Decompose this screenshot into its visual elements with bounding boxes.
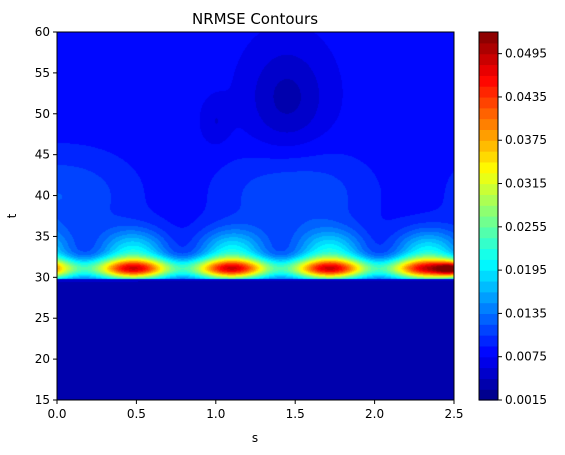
- colorbar-level: [479, 194, 498, 206]
- colorbar-tick-label: 0.0135: [505, 306, 547, 320]
- chart-title: NRMSE Contours: [192, 10, 318, 28]
- x-axis-ticks: 0.0 0.5 1.0 1.5 2.0 2.5: [47, 400, 464, 421]
- colorbar-level: [479, 151, 498, 163]
- colorbar-level: [479, 291, 498, 304]
- colorbar-frame: [478, 31, 499, 401]
- y-tick-label: 50: [35, 107, 50, 121]
- colorbar-tick-label: 0.0315: [505, 177, 547, 191]
- y-tick-label: 25: [35, 311, 50, 325]
- colorbar-tick-label: 0.0375: [505, 133, 547, 147]
- y-tick-label: 35: [35, 229, 50, 243]
- colorbar-ticks: 0.0015 0.0075 0.0135 0.0195 0.0255 0.0315 0.03…: [498, 47, 547, 407]
- y-tick-label: 30: [35, 270, 50, 284]
- colorbar-tick-label: 0.0435: [505, 90, 547, 104]
- colorbar-level: [479, 226, 498, 239]
- colorbar-tick-label: 0.0015: [505, 393, 547, 407]
- x-tick-label: 0.0: [47, 407, 66, 421]
- colorbar-level: [479, 86, 498, 98]
- plot-frame: [56, 31, 455, 401]
- colorbar-level: [479, 302, 498, 315]
- colorbar-tick-label: 0.0495: [505, 47, 547, 61]
- colorbar-level: [479, 129, 498, 141]
- colorbar-level: [479, 345, 498, 358]
- colorbar-level: [479, 280, 498, 293]
- colorbar-level: [479, 216, 498, 228]
- colorbar-level: [479, 96, 498, 109]
- colorbar-level: [479, 75, 498, 87]
- colorbar-level: [479, 42, 498, 55]
- y-tick-label: 45: [35, 148, 50, 162]
- colorbar-level: [479, 161, 498, 174]
- colorbar-level: [479, 335, 498, 347]
- x-axis-label: s: [252, 431, 258, 445]
- colorbar-level: [479, 53, 498, 66]
- x-tick-label: 2.5: [444, 407, 463, 421]
- colorbar-level: [479, 118, 498, 131]
- x-tick-label: 0.5: [127, 407, 146, 421]
- colorbar-level: [479, 107, 498, 120]
- colorbar-level: [479, 389, 498, 401]
- y-tick-label: 15: [35, 393, 50, 407]
- colorbar-level: [479, 248, 498, 260]
- colorbar-level: [479, 270, 498, 282]
- plot-area: [56, 31, 455, 401]
- colorbar-level: [479, 324, 498, 336]
- y-tick-label: 60: [35, 25, 50, 39]
- colorbar-level: [479, 378, 498, 390]
- colorbar-tick-label: 0.0075: [505, 350, 547, 364]
- colorbar-gradient: [479, 32, 498, 401]
- y-axis-label: t: [5, 213, 19, 218]
- colorbar-level: [479, 140, 498, 152]
- colorbar-level: [479, 32, 498, 44]
- colorbar-level: [479, 237, 498, 250]
- colorbar-level: [479, 356, 498, 369]
- colorbar-level: [479, 64, 498, 76]
- colorbar-level: [479, 172, 498, 185]
- x-tick-label: 2.0: [365, 407, 384, 421]
- colorbar: 0.0015 0.0075 0.0135 0.0195 0.0255 0.0315 0.03…: [478, 31, 547, 407]
- colorbar-level: [479, 259, 498, 271]
- y-tick-label: 20: [35, 352, 50, 366]
- colorbar-level: [479, 367, 498, 379]
- x-tick-label: 1.0: [206, 407, 225, 421]
- colorbar-level: [479, 183, 498, 195]
- x-tick-label: 1.5: [286, 407, 305, 421]
- colorbar-level: [479, 313, 498, 325]
- y-axis-ticks: 15 20 25 30 35 40 45 50 55 60: [35, 25, 57, 407]
- colorbar-tick-label: 0.0195: [505, 263, 547, 277]
- contour-field: [57, 32, 454, 400]
- colorbar-level: [479, 205, 498, 217]
- colorbar-tick-label: 0.0255: [505, 220, 547, 234]
- y-tick-label: 55: [35, 66, 50, 80]
- y-tick-label: 40: [35, 189, 50, 203]
